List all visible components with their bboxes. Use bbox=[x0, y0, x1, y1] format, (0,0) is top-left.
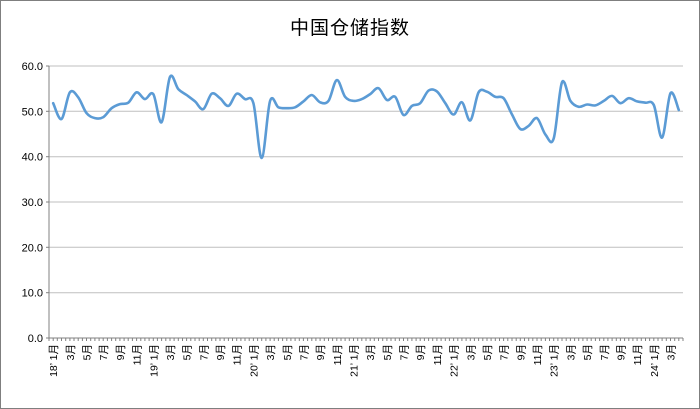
x-axis-tick-label: 7月 bbox=[198, 344, 210, 360]
x-axis-tick-label: 21’ 1月 bbox=[349, 344, 361, 377]
x-axis-tick-label: 5月 bbox=[82, 344, 94, 360]
chart-title: 中国仓储指数 bbox=[289, 18, 410, 39]
x-axis-tick-label: 9月 bbox=[515, 344, 527, 360]
y-axis-tick-label: 0.0 bbox=[28, 333, 43, 345]
x-axis-tick-label: 20’ 1月 bbox=[248, 344, 260, 377]
x-axis-tick-label: 11月 bbox=[432, 344, 444, 365]
x-axis-tick-label: 11月 bbox=[232, 344, 244, 365]
x-axis-tick-label: 3月 bbox=[465, 344, 477, 360]
x-axis-tick-label: 11月 bbox=[632, 344, 644, 365]
x-axis-tick-label: 9月 bbox=[415, 344, 427, 360]
x-axis-tick-label: 9月 bbox=[215, 344, 227, 360]
x-axis-tick-label: 3月 bbox=[666, 344, 678, 360]
y-axis-tick-label: 50.0 bbox=[22, 106, 43, 118]
x-axis-tick-label: 7月 bbox=[98, 344, 110, 360]
x-axis-tick-label: 9月 bbox=[115, 344, 127, 360]
x-axis-tick-label: 11月 bbox=[132, 344, 144, 365]
x-axis-tick-label: 5月 bbox=[582, 344, 594, 360]
x-axis-tick-label: 9月 bbox=[315, 344, 327, 360]
x-axis-tick-label: 5月 bbox=[182, 344, 194, 360]
x-axis-tick-label: 19’ 1月 bbox=[148, 344, 160, 377]
x-axis-tick-label: 3月 bbox=[265, 344, 277, 360]
x-axis-tick-label: 9月 bbox=[615, 344, 627, 360]
y-axis-tick-label: 20.0 bbox=[22, 242, 43, 254]
x-axis-tick-label: 24’ 1月 bbox=[649, 344, 661, 377]
x-axis-tick-label: 23’ 1月 bbox=[549, 344, 561, 377]
x-axis-tick-label: 3月 bbox=[165, 344, 177, 360]
x-axis-tick-label: 7月 bbox=[599, 344, 611, 360]
x-axis-tick-label: 11月 bbox=[332, 344, 344, 365]
x-axis-tick-label: 3月 bbox=[65, 344, 77, 360]
x-axis-tick-label: 5月 bbox=[282, 344, 294, 360]
x-axis-tick-label: 3月 bbox=[565, 344, 577, 360]
series-line bbox=[51, 74, 681, 160]
x-axis-tick-label: 18’ 1月 bbox=[48, 344, 60, 377]
x-axis-tick-label: 7月 bbox=[298, 344, 310, 360]
x-axis-tick-label: 22’ 1月 bbox=[449, 344, 461, 377]
x-axis-tick-label: 5月 bbox=[482, 344, 494, 360]
x-axis-tick-label: 7月 bbox=[399, 344, 411, 360]
x-axis-tick-label: 7月 bbox=[499, 344, 511, 360]
x-axis-tick-label: 3月 bbox=[365, 344, 377, 360]
y-axis-tick-label: 30.0 bbox=[22, 197, 43, 209]
y-axis-tick-label: 60.0 bbox=[22, 61, 43, 73]
x-axis-tick-label: 11月 bbox=[532, 344, 544, 365]
y-axis-tick-label: 40.0 bbox=[22, 152, 43, 164]
x-axis-tick-label: 5月 bbox=[382, 344, 394, 360]
y-axis-tick-label: 10.0 bbox=[22, 288, 43, 300]
